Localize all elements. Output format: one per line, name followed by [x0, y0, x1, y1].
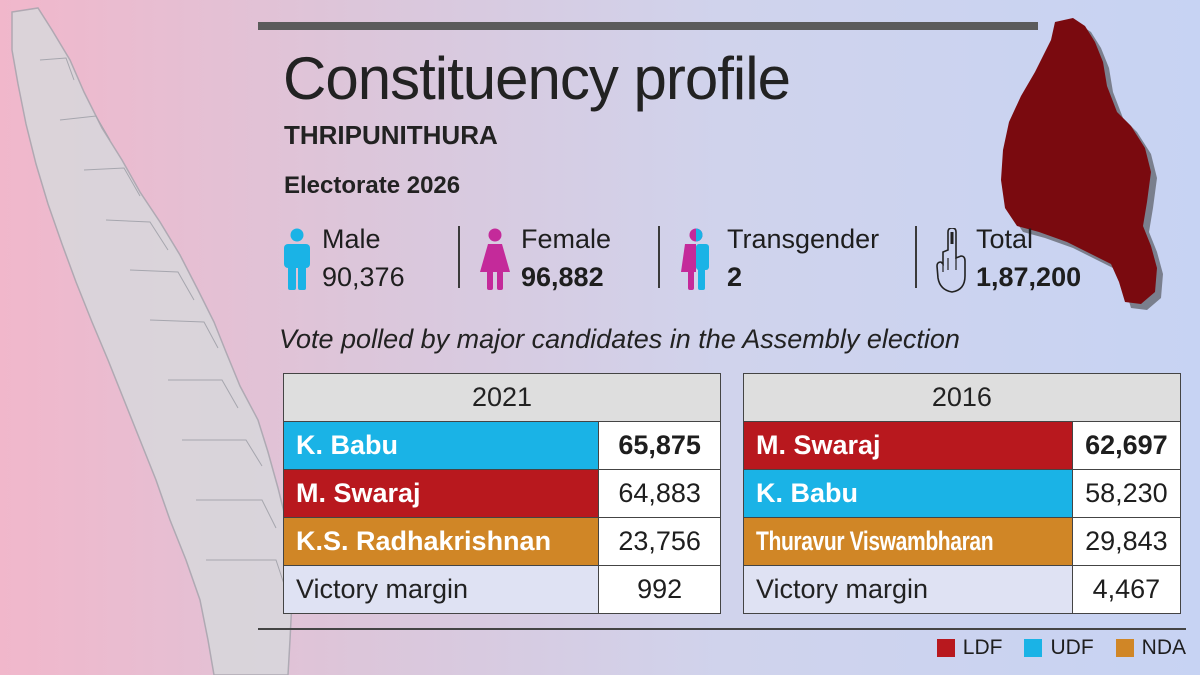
candidate-name: K. Babu: [742, 469, 1074, 518]
table-row: Victory margin 4,467: [742, 565, 1181, 614]
legend-label: LDF: [962, 636, 1003, 659]
candidate-name: M. Swaraj: [742, 421, 1074, 470]
page-title: Constituency profile: [283, 45, 791, 112]
legend-item-ldf: LDF: [936, 636, 1003, 660]
transgender-count: 2: [727, 262, 743, 292]
legend-item-udf: UDF: [1024, 636, 1094, 660]
candidate-name: Thuravur Viswambharan: [756, 526, 994, 556]
female-label: Female: [521, 224, 612, 254]
section-caption: Vote polled by major candidates in the A…: [279, 324, 960, 354]
stat-male: Male 90,376: [282, 222, 452, 294]
margin-value: 4,467: [1072, 565, 1181, 614]
stat-divider: [458, 226, 460, 288]
results-table-2016: 2016 M. Swaraj 62,697 K. Babu 58,230 Thu…: [742, 373, 1181, 614]
candidate-name-cell: Thuravur Viswambharan: [742, 517, 1074, 566]
stat-divider: [658, 226, 660, 288]
table-row: M. Swaraj 64,883: [282, 469, 721, 518]
candidate-name: M. Swaraj: [282, 469, 600, 518]
top-rule: [258, 22, 1038, 30]
male-count: 90,376: [322, 262, 405, 292]
table-row: Victory margin 992: [282, 565, 721, 614]
candidate-votes: 29,843: [1072, 517, 1181, 566]
stat-transgender: Transgender 2: [680, 222, 910, 294]
table-row: M. Swaraj 62,697: [742, 421, 1181, 470]
stat-total: Total 1,87,200: [934, 222, 1104, 294]
male-label: Male: [322, 224, 381, 254]
legend-item-nda: NDA: [1115, 636, 1186, 660]
margin-label: Victory margin: [282, 565, 600, 614]
legend-swatch: [1024, 639, 1043, 657]
stat-female: Female 96,882: [479, 222, 649, 294]
bottom-rule: [258, 628, 1186, 630]
inked-finger-icon: [936, 228, 966, 293]
candidate-votes: 58,230: [1072, 469, 1181, 518]
candidate-votes: 23,756: [598, 517, 721, 566]
kerala-map: [11, 7, 293, 675]
constituency-map: [1001, 18, 1163, 310]
table-row: Thuravur Viswambharan 29,843: [742, 517, 1181, 566]
table-row: K. Babu 65,875: [282, 421, 721, 470]
total-label: Total: [976, 224, 1034, 254]
table-header-row: 2016: [743, 373, 1181, 422]
legend-label: NDA: [1141, 636, 1186, 659]
results-table-2021: 2021 K. Babu 65,875 M. Swaraj 64,883 K.S…: [282, 373, 721, 614]
margin-label: Victory margin: [742, 565, 1074, 614]
total-count: 1,87,200: [976, 262, 1082, 292]
candidate-name: K. Babu: [282, 421, 600, 470]
stat-divider: [915, 226, 917, 288]
female-person-icon: [480, 228, 510, 290]
legend-swatch: [936, 639, 955, 657]
legend-swatch: [1115, 639, 1134, 657]
table-row: K. Babu 58,230: [742, 469, 1181, 518]
female-count: 96,882: [521, 262, 604, 292]
candidate-votes: 64,883: [598, 469, 721, 518]
table-row: K.S. Radhakrishnan 23,756: [282, 517, 721, 566]
transgender-label: Transgender: [727, 224, 880, 254]
candidate-votes: 62,697: [1072, 421, 1181, 470]
candidate-votes: 65,875: [598, 421, 721, 470]
legend: LDF UDF NDA: [936, 636, 1186, 660]
constituency-name: THRIPUNITHURA: [284, 120, 498, 150]
transgender-person-icon: [681, 228, 709, 290]
legend-label: UDF: [1050, 636, 1094, 659]
table-header-row: 2021: [283, 373, 721, 422]
year-header: 2016: [743, 373, 1181, 422]
year-header: 2021: [283, 373, 721, 422]
male-person-icon: [284, 228, 310, 290]
margin-value: 992: [598, 565, 721, 614]
candidate-name: K.S. Radhakrishnan: [282, 517, 600, 566]
electorate-heading: Electorate 2026: [284, 172, 461, 199]
